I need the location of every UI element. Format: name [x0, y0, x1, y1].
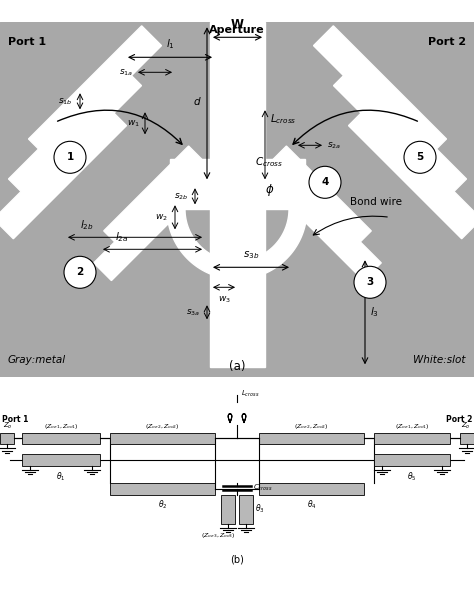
Polygon shape — [28, 26, 162, 159]
Bar — [110, 433, 215, 444]
Text: $s_{1a}$: $s_{1a}$ — [119, 67, 133, 78]
Text: Aperture: Aperture — [209, 25, 265, 36]
Text: $w_2$: $w_2$ — [155, 212, 168, 223]
Text: 1: 1 — [66, 152, 73, 162]
Circle shape — [309, 166, 341, 198]
Text: Port 2: Port 2 — [428, 37, 466, 47]
Text: Port 1: Port 1 — [8, 37, 46, 47]
Polygon shape — [269, 146, 371, 249]
Circle shape — [54, 141, 86, 173]
Bar — [239, 495, 253, 523]
Polygon shape — [9, 66, 141, 199]
Text: White:slot: White:slot — [413, 355, 466, 365]
Text: $s_{2a}$: $s_{2a}$ — [327, 140, 341, 150]
Text: $(Z_{oe1}, Z_{oo1})$: $(Z_{oe1}, Z_{oo1})$ — [44, 422, 78, 431]
Text: (a): (a) — [229, 361, 245, 374]
Text: $\theta_3$: $\theta_3$ — [255, 503, 264, 516]
Circle shape — [64, 256, 96, 288]
Bar — [170, 159, 305, 210]
Bar — [460, 433, 474, 444]
Text: $s_{2b}$: $s_{2b}$ — [173, 191, 188, 201]
Text: $s_{3a}$: $s_{3a}$ — [186, 307, 200, 317]
Text: $w_1$: $w_1$ — [127, 118, 140, 128]
Bar — [110, 483, 215, 495]
Text: $C_{cross}$: $C_{cross}$ — [255, 156, 283, 169]
Polygon shape — [167, 210, 307, 279]
Text: $l_1$: $l_1$ — [165, 37, 174, 52]
Text: $\theta_1$: $\theta_1$ — [56, 470, 66, 482]
Text: (b): (b) — [230, 555, 244, 565]
Polygon shape — [94, 178, 196, 281]
Bar — [22, 433, 100, 444]
Text: $C_{cross}$: $C_{cross}$ — [253, 483, 273, 493]
Text: Port 1: Port 1 — [2, 415, 28, 424]
Circle shape — [404, 141, 436, 173]
Text: Port 2: Port 2 — [446, 415, 472, 424]
Text: $\theta_2$: $\theta_2$ — [158, 499, 167, 511]
Text: d: d — [193, 97, 200, 107]
Bar — [210, 210, 265, 367]
Text: $l_3$: $l_3$ — [370, 305, 379, 319]
Text: $l_{2a}$: $l_{2a}$ — [115, 230, 128, 244]
Text: $L_{cross}$: $L_{cross}$ — [241, 388, 260, 398]
Text: $w_3$: $w_3$ — [218, 294, 230, 305]
Text: $(Z_{oe3}, Z_{oo3})$: $(Z_{oe3}, Z_{oo3})$ — [201, 531, 236, 540]
Text: W: W — [230, 18, 244, 31]
Polygon shape — [348, 106, 474, 239]
Text: $Z_o$: $Z_o$ — [3, 421, 13, 431]
Bar — [210, 22, 265, 182]
Text: $s_{3b}$: $s_{3b}$ — [243, 249, 259, 261]
Text: $Z_o$: $Z_o$ — [461, 421, 471, 431]
Polygon shape — [0, 106, 127, 239]
Polygon shape — [313, 26, 447, 159]
Circle shape — [354, 266, 386, 298]
Bar — [374, 433, 450, 444]
Text: 2: 2 — [76, 268, 83, 277]
Text: Gray:metal: Gray:metal — [8, 355, 66, 365]
Text: 4: 4 — [321, 177, 328, 187]
Text: $(Z_{oe2}, Z_{oo2})$: $(Z_{oe2}, Z_{oo2})$ — [294, 422, 329, 431]
Bar — [374, 454, 450, 466]
Bar — [259, 433, 364, 444]
Bar — [0, 433, 14, 444]
Polygon shape — [104, 146, 206, 249]
Text: $(Z_{oe2}, Z_{oo2})$: $(Z_{oe2}, Z_{oo2})$ — [145, 422, 180, 431]
Bar — [221, 495, 235, 523]
Bar — [259, 483, 364, 495]
Bar — [22, 454, 100, 466]
Text: $s_{1b}$: $s_{1b}$ — [57, 96, 72, 107]
Text: Bond wire: Bond wire — [350, 197, 402, 207]
Text: $L_{cross}$: $L_{cross}$ — [270, 112, 297, 126]
Polygon shape — [334, 66, 466, 199]
Text: 3: 3 — [366, 277, 374, 287]
Text: $\phi$: $\phi$ — [265, 182, 274, 198]
Text: $\theta_4$: $\theta_4$ — [307, 499, 316, 511]
Text: $l_{2b}$: $l_{2b}$ — [80, 218, 94, 232]
Text: $\theta_5$: $\theta_5$ — [407, 470, 417, 482]
Text: 5: 5 — [416, 152, 424, 162]
Polygon shape — [279, 178, 381, 281]
Text: $(Z_{oe1}, Z_{oo1})$: $(Z_{oe1}, Z_{oo1})$ — [395, 422, 429, 431]
